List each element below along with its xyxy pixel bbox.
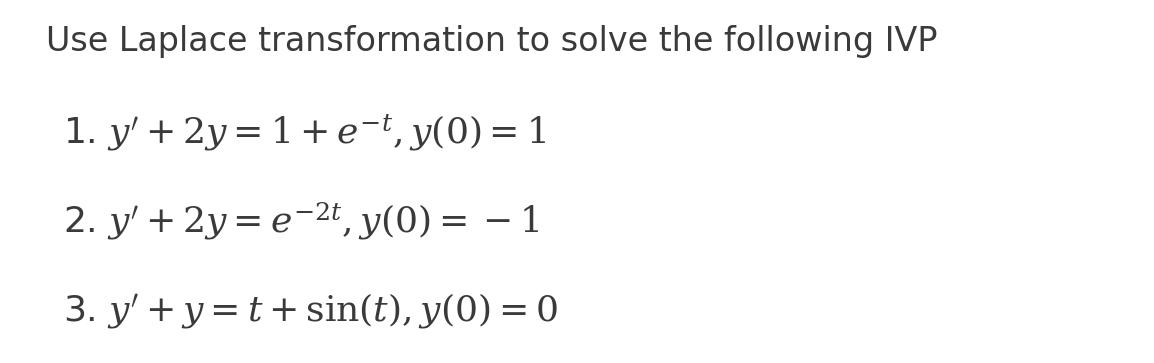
Text: Use Laplace transformation to solve the following IVP: Use Laplace transformation to solve the … [46,25,938,58]
Text: 3. $y' + y = t + \sin(t), y(0) = 0$: 3. $y' + y = t + \sin(t), y(0) = 0$ [63,291,559,330]
Text: 1. $y' + 2y = 1 + e^{-t}, y(0) = 1$: 1. $y' + 2y = 1 + e^{-t}, y(0) = 1$ [63,112,547,153]
Text: 2. $y' + 2y = e^{-2t}, y(0) = -1$: 2. $y' + 2y = e^{-2t}, y(0) = -1$ [63,200,540,242]
